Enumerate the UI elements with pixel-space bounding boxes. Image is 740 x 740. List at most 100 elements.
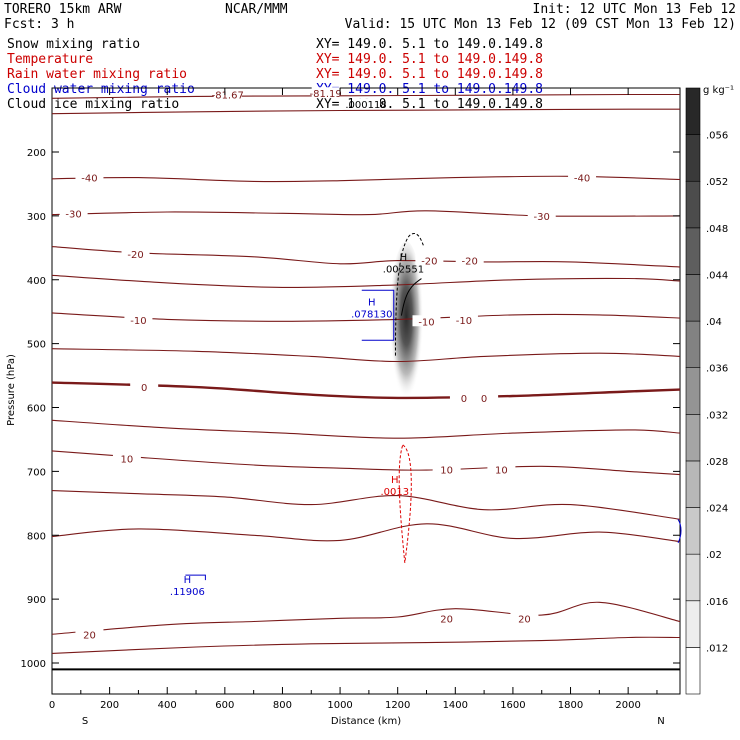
extremum-h: H [184, 575, 192, 586]
extremum-value: .0013 [380, 487, 409, 498]
temperature-contour [51, 312, 681, 322]
colorbar-bin [685, 460, 701, 508]
contour-labels: -81.67 -81.19.000118 -40 -40 -30 -30 -20 -20 -20… [59, 87, 597, 641]
contour-label: -30 [65, 209, 81, 220]
south-label: S [82, 716, 88, 727]
x-tick-label: 1600 [500, 700, 525, 711]
plot-frame [51, 87, 681, 695]
x-tick-label: 0 [49, 700, 55, 711]
contour-label: -10 [418, 317, 434, 328]
rain-contour [398, 444, 412, 563]
contour-label: 20 [83, 630, 96, 641]
contour-label: -40 [81, 174, 97, 185]
contour-label: 10 [121, 455, 134, 466]
contour-label-bg [415, 254, 444, 266]
contour-label-bg [449, 313, 478, 325]
extremum-value: .002551 [383, 265, 424, 276]
colorbar-bin [685, 320, 701, 368]
contour-label-bg [487, 463, 516, 475]
cloud-water-contour [677, 519, 682, 544]
contour-label: 20 [440, 614, 453, 625]
ice-contour [394, 232, 424, 356]
contour-label: -20 [421, 257, 437, 268]
contour-label-bg [568, 171, 597, 183]
temperature-contour [51, 489, 681, 520]
x-tick-label: 400 [158, 700, 177, 711]
colorbar-tick-label: .012 [706, 643, 728, 654]
y-tick-label: 500 [27, 340, 46, 351]
contour-label: 10 [495, 465, 508, 476]
contour-label-bg [112, 452, 141, 464]
contour-label-bg [75, 628, 104, 640]
temperature-contour [51, 523, 681, 543]
field-name: Snow mixing ratio [7, 37, 140, 52]
center-title: NCAR/MMM [225, 2, 288, 17]
colorbar-tick-label: .052 [706, 177, 728, 188]
field-name: Rain water mixing ratio [7, 67, 187, 82]
colorbar-tick-label: .024 [706, 504, 728, 515]
axes: 0 200 400 600 800 1000 1200 1400 1600 1800 2000200… [6, 88, 680, 727]
contour-label-bg [527, 209, 556, 221]
model-title: TORERO 15km ARW [4, 2, 122, 17]
contour-label-bg [352, 98, 380, 110]
y-tick-label: 600 [27, 404, 46, 415]
colorbar-bin [685, 600, 701, 648]
x-tick-label: 2000 [615, 700, 640, 711]
contour-label: 10 [440, 465, 453, 476]
extremum-value: .078130 [351, 309, 392, 320]
ice-contour [400, 278, 422, 316]
colorbar-bin [685, 647, 701, 695]
colorbar-tick-label: .04 [706, 317, 722, 328]
temperature-contour [51, 381, 681, 400]
extremum-h: H [400, 253, 408, 264]
temperature-contour [51, 419, 681, 439]
colorbar-tick-label: .028 [706, 457, 728, 468]
colorbar-bin [685, 507, 701, 555]
extremum-h: H [391, 475, 399, 486]
contour-label-bg [59, 207, 88, 219]
temperature-contour [51, 348, 681, 363]
x-axis-label: Distance (km) [331, 716, 401, 727]
contour-label: -30 [534, 212, 550, 223]
contour-label-bg [130, 381, 159, 393]
temperature-contour [51, 274, 681, 288]
colorbar-bin [685, 87, 701, 135]
temperature-contour [51, 93, 681, 99]
valid-time: Valid: 15 UTC Mon 13 Feb 12 (09 CST Mon … [345, 17, 736, 32]
contour-label-bg [432, 612, 461, 624]
temperature-contour [51, 601, 681, 635]
field-xy: XY= 149.0. 5.1 to 149.0.149.8 [316, 82, 543, 97]
north-label: N [657, 716, 664, 727]
colorbar-unit: g kg⁻¹ [703, 85, 734, 96]
contour-label-bg [124, 313, 153, 325]
contour-label-bg [213, 88, 242, 100]
colorbar-bin [685, 227, 701, 275]
colorbar-bin [685, 367, 701, 415]
colorbar: .012 .016 .02 .024 .028 .032 .036 .04 .044 .048 .0… [685, 85, 734, 695]
field-xy: XY= 149.0. 5.1 to 149.0.149.8 [316, 67, 543, 82]
contour-label: -81.67 [212, 91, 244, 102]
colorbar-tick-label: .032 [706, 410, 728, 421]
contour-label: -40 [574, 174, 590, 185]
x-tick-label: 1800 [558, 700, 583, 711]
contour-label-bg [455, 254, 484, 266]
y-axis-label: Pressure (hPa) [6, 354, 17, 426]
contour-label: 20 [518, 614, 531, 625]
x-tick-label: 600 [215, 700, 234, 711]
extremum-h: H [368, 297, 376, 308]
contour-label: 0 [461, 394, 467, 405]
cloud-water-contour [361, 289, 395, 341]
contour-label: -10 [130, 316, 146, 327]
contour-label-bg [412, 315, 441, 327]
y-tick-label: 800 [27, 531, 46, 542]
field-name: Cloud water mixing ratio [7, 82, 195, 97]
y-tick-label: 400 [27, 276, 46, 287]
contour-label: -20 [127, 250, 143, 261]
y-tick-label: 900 [27, 595, 46, 606]
field-xy: XY= 149.0. 5.1 to 149.0.149.8 [316, 37, 543, 52]
contour-label-bg [121, 248, 150, 260]
x-tick-label: 1400 [443, 700, 468, 711]
contour-label: .000118 [345, 100, 386, 111]
colorbar-tick-label: .044 [706, 270, 728, 281]
